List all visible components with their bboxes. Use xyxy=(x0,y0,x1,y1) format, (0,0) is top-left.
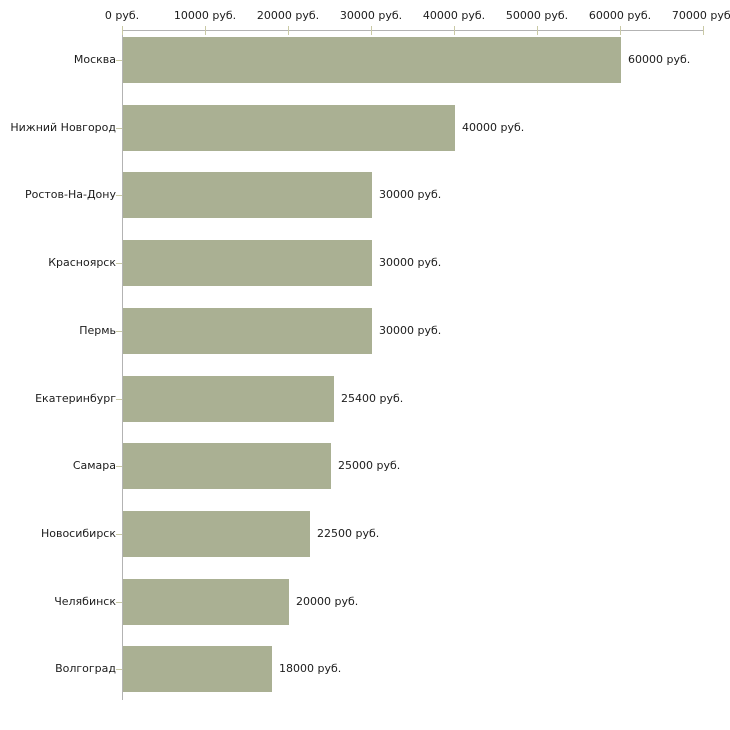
y-axis-tick xyxy=(116,466,122,467)
x-axis-tick xyxy=(122,26,123,35)
bar xyxy=(123,172,372,218)
category-label: Екатеринбург xyxy=(35,392,116,405)
category-label: Ростов-На-Дону xyxy=(24,188,116,201)
bar xyxy=(123,511,310,557)
y-axis-tick xyxy=(116,263,122,264)
y-axis-tick xyxy=(116,669,122,670)
y-axis-tick xyxy=(116,534,122,535)
category-label: Пермь xyxy=(79,324,116,337)
category-label: Новосибирск xyxy=(40,527,116,540)
category-label: Москва xyxy=(73,53,116,66)
value-label: 40000 руб. xyxy=(462,121,525,134)
x-axis-tick xyxy=(537,26,538,35)
x-axis-tick-label: 20000 руб. xyxy=(256,9,320,22)
x-axis-tick-label: 0 руб. xyxy=(104,9,140,22)
x-axis-tick xyxy=(454,26,455,35)
value-label: 30000 руб. xyxy=(379,188,442,201)
bar xyxy=(123,240,372,286)
bar xyxy=(123,376,334,422)
x-axis-tick-label: 60000 руб. xyxy=(588,9,652,22)
bar xyxy=(123,579,289,625)
y-axis-tick xyxy=(116,60,122,61)
x-axis-tick-label: 50000 руб. xyxy=(505,9,569,22)
x-axis-tick xyxy=(371,26,372,35)
bar xyxy=(123,443,331,489)
x-axis-tick xyxy=(288,26,289,35)
y-axis-tick xyxy=(116,602,122,603)
y-axis-tick xyxy=(116,399,122,400)
x-axis-line xyxy=(122,30,703,31)
y-axis-tick xyxy=(116,195,122,196)
category-label: Волгоград xyxy=(55,662,116,675)
x-axis-tick-label: 10000 руб. xyxy=(173,9,237,22)
y-axis-line xyxy=(122,30,123,700)
value-label: 25000 руб. xyxy=(338,459,401,472)
value-label: 30000 руб. xyxy=(379,324,442,337)
value-label: 25400 руб. xyxy=(341,392,404,405)
value-label: 60000 руб. xyxy=(628,53,691,66)
category-label: Красноярск xyxy=(48,256,116,269)
category-label: Самара xyxy=(72,459,116,472)
x-axis-tick xyxy=(620,26,621,35)
category-label: Челябинск xyxy=(54,595,116,608)
value-label: 30000 руб. xyxy=(379,256,442,269)
bar xyxy=(123,308,372,354)
x-axis-tick-label: 40000 руб. xyxy=(422,9,486,22)
x-axis-tick-label: 30000 руб. xyxy=(339,9,403,22)
y-axis-tick xyxy=(116,331,122,332)
x-axis-tick xyxy=(205,26,206,35)
value-label: 20000 руб. xyxy=(296,595,359,608)
value-label: 22500 руб. xyxy=(317,527,380,540)
category-label: Нижний Новгород xyxy=(10,121,116,134)
y-axis-tick xyxy=(116,128,122,129)
bar xyxy=(123,105,455,151)
value-label: 18000 руб. xyxy=(279,662,342,675)
x-axis-tick-label: 70000 руб. xyxy=(671,9,730,22)
x-axis-tick xyxy=(703,26,704,35)
bar xyxy=(123,646,272,692)
bar xyxy=(123,37,621,83)
